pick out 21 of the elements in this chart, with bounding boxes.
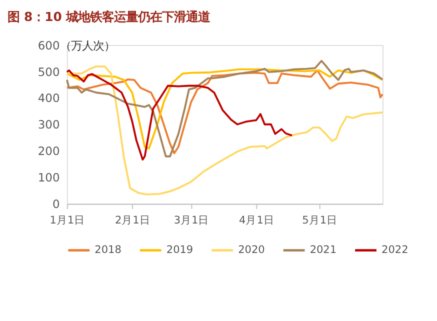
y-tick-label: 200	[38, 144, 60, 158]
legend-label: 2021	[310, 244, 337, 256]
line-series	[66, 69, 293, 161]
y-tick-label: 0	[52, 197, 60, 212]
line-series	[66, 65, 384, 196]
legend-label: 2022	[382, 244, 408, 256]
x-tick-label: 5月1日	[302, 214, 338, 226]
y-axis-title: （万人次）	[60, 38, 115, 52]
x-tick-label: 4月1日	[239, 214, 274, 226]
chart-title: 图 8：10 城地铁客运量仍在下滑通道	[8, 9, 212, 24]
legend-label: 2019	[166, 244, 194, 256]
legend-label: 2018	[94, 244, 122, 256]
x-tick-label: 2月1日	[114, 214, 150, 226]
y-tick-label: 100	[38, 170, 60, 185]
y-tick-label: 500	[38, 64, 60, 79]
y-tick-label: 400	[38, 91, 60, 106]
x-tick-label: 1月1日	[50, 214, 86, 226]
x-tick-label: 3月1日	[174, 214, 210, 226]
y-tick-label: 300	[38, 118, 60, 132]
y-tick-label: 600	[38, 38, 60, 52]
legend-label: 2020	[238, 244, 265, 256]
